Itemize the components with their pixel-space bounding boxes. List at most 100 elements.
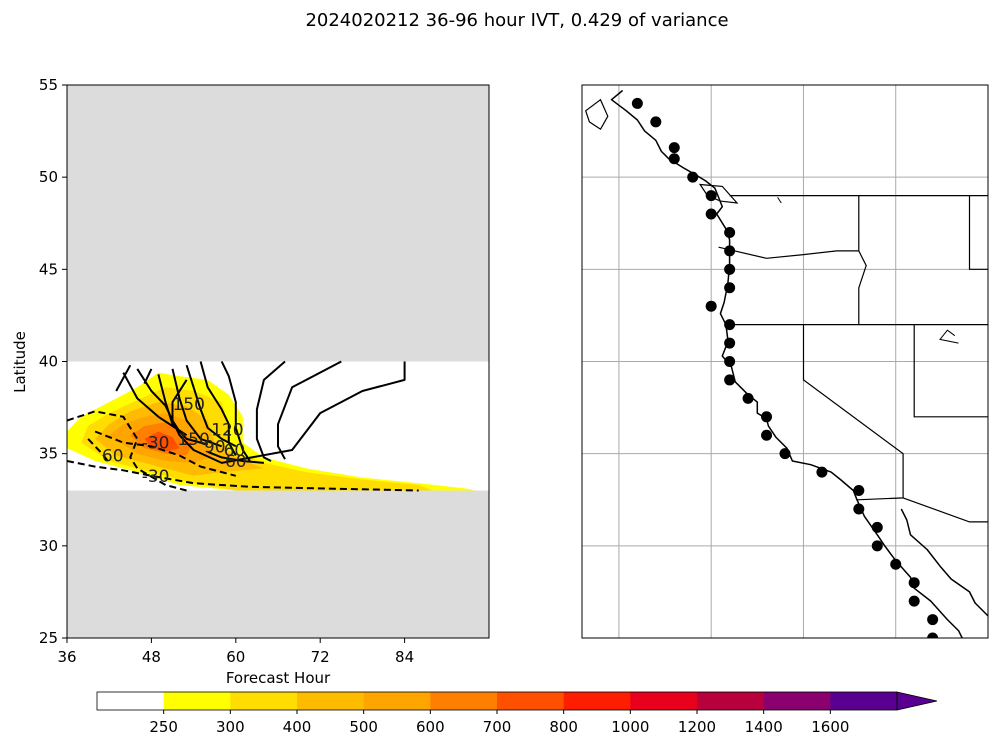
solid-contour-8 (220, 361, 251, 462)
colorbar-tick-label-1200: 1200 (678, 718, 716, 736)
dashed-contour-1 (94, 430, 237, 477)
figure-title: 2024020212 36-96 hour IVT, 0.429 of vari… (305, 10, 728, 31)
station-map-panel (581, 84, 989, 639)
boundary-line-5 (913, 324, 988, 418)
station-marker-15 (724, 374, 736, 386)
y-tick-label-50: 50 (39, 168, 58, 186)
boundary-line-4 (802, 324, 904, 501)
boundary-line-1 (718, 246, 859, 259)
x-tick-label-84: 84 (395, 648, 414, 666)
contour-label-6: 60 (102, 447, 124, 467)
contour-label-1: 150 (177, 430, 209, 450)
map-boundaries (584, 89, 988, 638)
station-marker-22 (853, 503, 865, 515)
y-tick-label-35: 35 (39, 445, 58, 463)
x-tick-label-48: 48 (142, 648, 161, 666)
station-marker-27 (908, 595, 920, 607)
solid-contour-5 (171, 368, 223, 448)
boundary-line-7 (968, 195, 988, 270)
colorbar-segment-1400 (763, 692, 831, 710)
map-frame (581, 84, 989, 639)
colorbar-tick-label-300: 300 (216, 718, 245, 736)
x-tick-label-60: 60 (226, 648, 245, 666)
contour-label-0: 150 (172, 395, 204, 415)
x-tick-label-36: 36 (57, 648, 76, 666)
contour-label-8: -30 (142, 467, 170, 487)
contour-lines (67, 360, 419, 492)
station-marker-0 (631, 97, 643, 109)
station-marker-11 (705, 300, 717, 312)
station-marker-25 (890, 558, 902, 570)
station-marker-20 (816, 466, 828, 478)
x-axis-label: Forecast Hour (226, 669, 331, 687)
boundary-line-2 (858, 195, 867, 325)
y-tick-label-25: 25 (39, 629, 58, 647)
colorbar-segment-700 (497, 692, 565, 710)
station-marker-1 (650, 116, 662, 128)
station-marker-8 (724, 245, 736, 257)
station-marker-9 (724, 263, 736, 275)
colorbar-segment-500 (363, 692, 431, 710)
station-marker-14 (724, 356, 736, 367)
colorbar-tick-label-800: 800 (549, 718, 578, 736)
solid-contour-7 (199, 361, 237, 456)
colorbar-tick-label-500: 500 (349, 718, 378, 736)
colorbar-tick-label-600: 600 (416, 718, 445, 736)
colorbar: 250 300 400 500 600 700 800 1000 1200 1400 1600 (96, 691, 938, 736)
colorbar-segment-800 (563, 692, 631, 710)
colorbar-segment-300 (230, 692, 298, 710)
colorbar-extend-arrow (896, 691, 938, 711)
station-marker-3 (668, 153, 680, 165)
colorbar-segment-1000 (630, 692, 698, 710)
station-marker-13 (724, 337, 736, 349)
colorbar-segment-250 (163, 692, 231, 710)
station-marker-21 (853, 485, 865, 497)
station-marker-24 (871, 540, 883, 552)
station-marker-10 (724, 282, 736, 294)
colorbar-segment-0 (97, 692, 165, 710)
y-tick-label-55: 55 (39, 76, 58, 94)
solid-contour-12 (207, 450, 264, 464)
masked-regions (67, 85, 489, 638)
station-marker-16 (742, 392, 754, 404)
y-tick-label-40: 40 (39, 353, 58, 371)
solid-contour-6 (185, 364, 237, 448)
colorbar-tick-label-250: 250 (149, 718, 178, 736)
station-marker-28 (927, 614, 939, 626)
colorbar-segment-400 (297, 692, 365, 710)
coastline-gulf (900, 508, 988, 617)
station-marker-6 (705, 208, 717, 220)
colorbar-tick-label-1600: 1600 (811, 718, 849, 736)
station-marker-18 (761, 429, 773, 441)
masked-region-0 (67, 85, 489, 362)
station-marker-4 (687, 171, 699, 183)
contour-label-4: 60 (224, 441, 246, 461)
station-marker-29 (927, 632, 939, 638)
station-marker-17 (761, 411, 773, 423)
dashed-contour-3 (87, 438, 110, 464)
colorbar-tick-label-1400: 1400 (745, 718, 783, 736)
y-tick-label-45: 45 (39, 260, 58, 278)
y-tick-label-30: 30 (39, 537, 58, 555)
lake-0 (939, 329, 959, 344)
station-marker-19 (779, 448, 791, 460)
y-axis-label: Latitude (11, 331, 29, 393)
x-tick-label-72: 72 (311, 648, 330, 666)
dashed-contour-0 (67, 410, 187, 492)
colorbar-tick-label-400: 400 (283, 718, 312, 736)
station-marker-2 (668, 142, 680, 154)
solid-contour-4 (157, 374, 208, 446)
station-marker-26 (908, 577, 920, 589)
colorbar-tick-label-1000: 1000 (611, 718, 649, 736)
x-axis-ticks: 36 48 60 72 84 (57, 638, 414, 666)
island-0 (584, 98, 609, 131)
contour-label-3: 90 (204, 437, 226, 457)
y-axis-ticks: 25 30 35 40 45 50 55 (39, 76, 67, 647)
colorbar-segment-1200 (697, 692, 765, 710)
solid-contour-10 (277, 360, 342, 460)
dashed-contour-2 (67, 460, 419, 492)
station-marker-23 (871, 521, 883, 533)
solid-contour-0 (115, 364, 132, 392)
